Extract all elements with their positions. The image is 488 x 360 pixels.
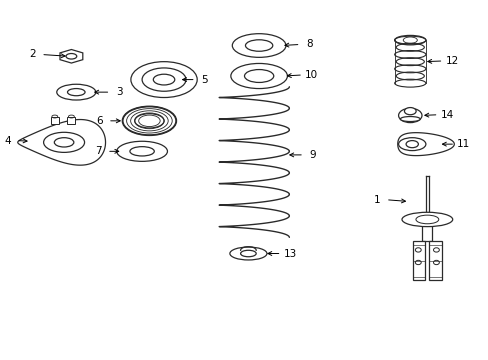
Ellipse shape bbox=[405, 141, 418, 148]
Circle shape bbox=[432, 260, 438, 265]
Text: 8: 8 bbox=[305, 40, 312, 49]
Bar bbox=[51, 117, 59, 125]
Ellipse shape bbox=[230, 63, 287, 89]
Circle shape bbox=[414, 248, 420, 252]
Text: 9: 9 bbox=[309, 150, 315, 160]
Circle shape bbox=[414, 260, 420, 265]
Ellipse shape bbox=[130, 147, 154, 156]
Text: 10: 10 bbox=[305, 70, 318, 80]
Ellipse shape bbox=[54, 138, 74, 147]
Ellipse shape bbox=[240, 250, 256, 257]
Ellipse shape bbox=[131, 62, 197, 98]
Text: 6: 6 bbox=[96, 116, 102, 126]
Text: 1: 1 bbox=[373, 195, 380, 205]
Ellipse shape bbox=[244, 69, 273, 82]
Ellipse shape bbox=[153, 74, 174, 85]
Ellipse shape bbox=[398, 108, 421, 123]
Ellipse shape bbox=[229, 247, 266, 260]
Ellipse shape bbox=[67, 89, 85, 96]
Ellipse shape bbox=[400, 117, 419, 122]
Text: 11: 11 bbox=[456, 139, 469, 149]
Polygon shape bbox=[428, 241, 441, 280]
Ellipse shape bbox=[232, 34, 285, 57]
Text: 12: 12 bbox=[445, 56, 458, 66]
Ellipse shape bbox=[404, 108, 415, 115]
Text: 13: 13 bbox=[283, 248, 296, 258]
Ellipse shape bbox=[57, 84, 96, 100]
Bar bbox=[422, 220, 431, 241]
Text: 2: 2 bbox=[29, 49, 36, 59]
Polygon shape bbox=[18, 120, 105, 165]
Polygon shape bbox=[412, 241, 425, 280]
Polygon shape bbox=[397, 133, 453, 156]
Text: 5: 5 bbox=[201, 75, 207, 85]
Text: 7: 7 bbox=[95, 146, 102, 156]
Bar bbox=[67, 117, 75, 125]
Circle shape bbox=[432, 248, 438, 252]
Ellipse shape bbox=[43, 132, 84, 152]
Text: 4: 4 bbox=[4, 136, 11, 145]
Ellipse shape bbox=[401, 212, 452, 226]
Ellipse shape bbox=[398, 138, 425, 150]
Polygon shape bbox=[60, 50, 82, 63]
Text: 14: 14 bbox=[440, 110, 453, 120]
Ellipse shape bbox=[245, 40, 272, 51]
Ellipse shape bbox=[117, 141, 167, 161]
Ellipse shape bbox=[142, 68, 185, 91]
Text: 3: 3 bbox=[116, 87, 122, 97]
